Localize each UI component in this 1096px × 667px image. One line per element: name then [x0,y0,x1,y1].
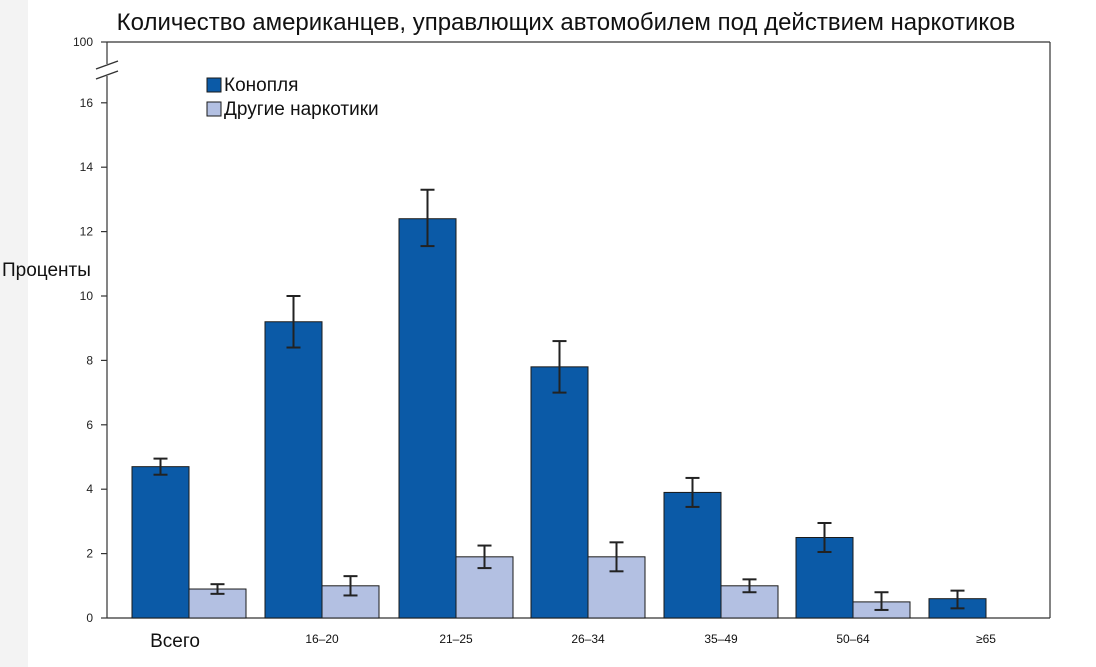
y-tick-label: 6 [86,418,93,432]
axis-break-mark [95,60,119,70]
legend-swatch [206,77,222,93]
x-tick-label: 16–20 [305,632,339,646]
legend-label: Конопля [224,75,298,96]
legend-label: Другие наркотики [224,99,379,120]
y-tick-label: 0 [86,611,93,625]
x-tick-label: ≥65 [976,632,996,646]
bar [663,491,722,619]
x-tick-label: Всего [150,631,200,652]
bar [530,366,589,619]
axis-break-mark [95,70,119,80]
x-tick-label: 35–49 [704,632,738,646]
left-margin-strip [0,0,28,667]
bar [131,466,190,619]
plot-area: 0 2 4 6 8 10 12 14 16 100 Всего 16–20 21–25 26–34 35–4… [73,35,1051,652]
y-tick-label: 4 [86,482,93,496]
chart-title: Количество американцев, управлющих автом… [117,9,1016,36]
y-tick-label: 100 [73,35,93,49]
x-tick-label: 21–25 [439,632,473,646]
y-tick-label: 8 [86,353,93,367]
y-tick-label: 12 [80,225,94,239]
legend-swatch [206,101,222,117]
y-tick-label: 16 [80,96,94,110]
x-tick-label: 50–64 [836,632,870,646]
y-tick-label: 2 [86,547,93,561]
y-tick-label: 14 [80,160,94,174]
y-tick-label: 10 [80,289,94,303]
bar [398,218,457,619]
y-axis-label: Проценты [2,260,91,281]
x-tick-label: 26–34 [571,632,605,646]
bar [264,321,323,619]
